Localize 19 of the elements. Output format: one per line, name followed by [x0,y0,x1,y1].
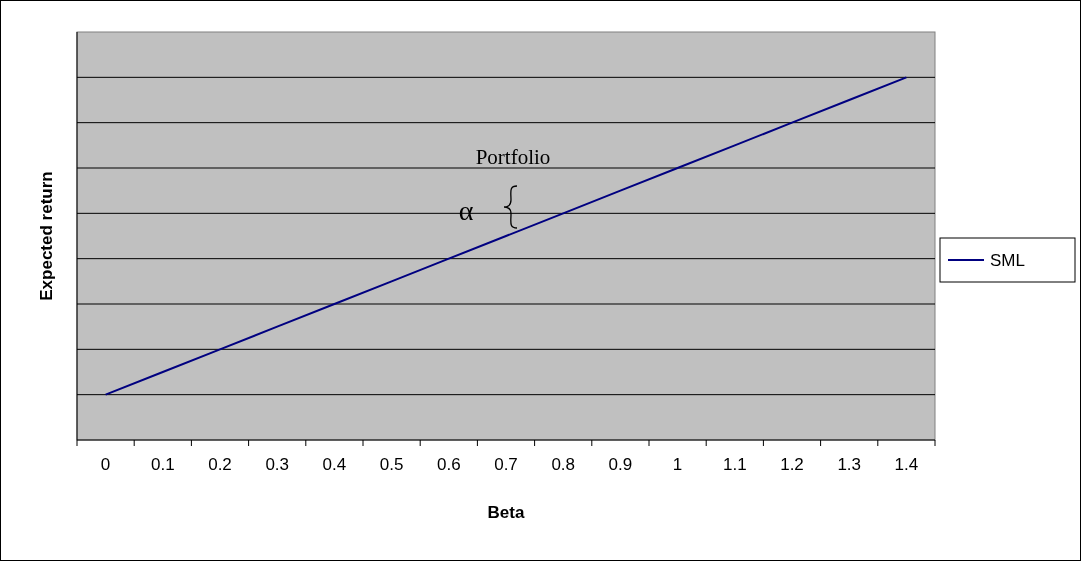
annotation: Portfolio [475,145,551,169]
x-tick-label: 0.4 [322,455,347,474]
x-tick-label: 0.5 [379,455,404,474]
x-tick-label: 0 [100,455,111,474]
x-tick-label: 0.3 [265,455,290,474]
x-tick-label: 1.4 [894,455,919,474]
x-tick-label: 0.6 [436,455,461,474]
x-tick-label: 0.7 [494,455,518,474]
y-axis-title: Expected return [37,171,56,301]
legend-label: SML [990,251,1025,270]
x-tick-label: 0.8 [551,455,576,474]
x-tick-label: 0.2 [208,455,232,474]
x-tick-label: 0.9 [608,455,633,474]
x-tick-label: 1.3 [837,455,862,474]
x-tick-label: 0.1 [150,455,175,474]
x-tick-label: 1.1 [722,455,747,474]
x-axis-title: Beta [487,503,525,522]
x-tick-label: 1 [672,455,683,474]
x-tick-label: 1.2 [780,455,804,474]
